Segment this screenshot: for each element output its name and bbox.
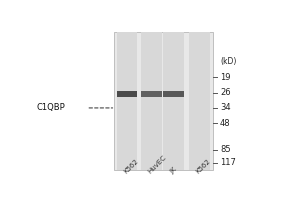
Bar bbox=[189, 32, 209, 170]
Bar bbox=[163, 91, 184, 97]
Text: 34: 34 bbox=[220, 103, 231, 112]
Text: 48: 48 bbox=[220, 119, 231, 128]
Bar bbox=[117, 91, 137, 97]
Text: (kD): (kD) bbox=[220, 57, 236, 66]
Text: JK: JK bbox=[169, 166, 178, 175]
Bar bbox=[163, 32, 184, 170]
Text: K562: K562 bbox=[123, 158, 140, 175]
Text: 19: 19 bbox=[220, 73, 230, 82]
Bar bbox=[141, 32, 162, 170]
Bar bbox=[117, 32, 137, 170]
Text: 85: 85 bbox=[220, 145, 231, 154]
Bar bbox=[114, 32, 213, 170]
Text: 26: 26 bbox=[220, 88, 231, 97]
Bar bbox=[141, 91, 162, 97]
Text: K562: K562 bbox=[195, 158, 212, 175]
Text: C1QBP: C1QBP bbox=[37, 103, 65, 112]
Text: HuvEC: HuvEC bbox=[147, 154, 168, 175]
Text: 117: 117 bbox=[220, 158, 236, 167]
